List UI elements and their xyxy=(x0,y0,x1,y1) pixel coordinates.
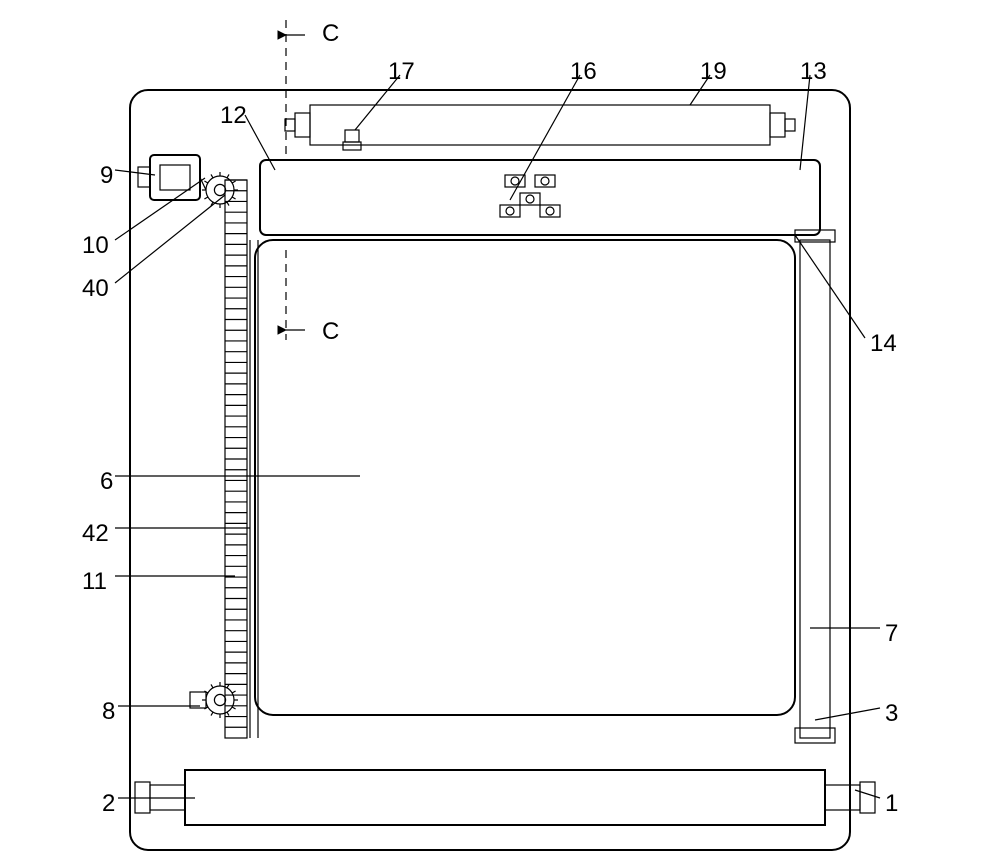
label-40: 40 xyxy=(82,275,109,303)
label-7: 7 xyxy=(885,620,898,648)
label-19: 19 xyxy=(700,58,727,86)
label-C_mid: C xyxy=(322,318,339,346)
label-6: 6 xyxy=(100,468,113,496)
shapes-group xyxy=(130,20,875,850)
label-14: 14 xyxy=(870,330,897,358)
label-2: 2 xyxy=(102,790,115,818)
label-C_top: C xyxy=(322,20,339,48)
label-10: 10 xyxy=(82,232,109,260)
label-17: 17 xyxy=(388,58,415,86)
label-16: 16 xyxy=(570,58,597,86)
label-8: 8 xyxy=(102,698,115,726)
label-42: 42 xyxy=(82,520,109,548)
diagram-svg xyxy=(0,0,1000,867)
label-12: 12 xyxy=(220,102,247,130)
label-3: 3 xyxy=(885,700,898,728)
label-11: 11 xyxy=(82,568,107,596)
diagram-canvas: C 17 16 19 13 12 9 10 40 14 C 6 42 11 7 8 3 2 1 xyxy=(0,0,1000,867)
label-13: 13 xyxy=(800,58,827,86)
label-9: 9 xyxy=(100,162,113,190)
label-1: 1 xyxy=(885,790,898,818)
